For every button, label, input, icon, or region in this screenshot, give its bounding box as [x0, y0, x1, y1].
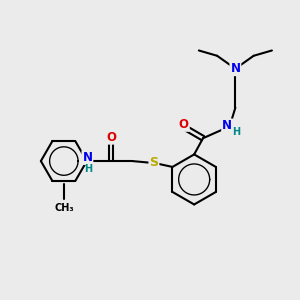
- Text: O: O: [106, 131, 116, 144]
- Text: O: O: [179, 118, 189, 131]
- Text: N: N: [222, 119, 232, 132]
- Text: H: H: [84, 164, 92, 174]
- Text: N: N: [230, 62, 240, 75]
- Text: CH₃: CH₃: [54, 203, 74, 213]
- Text: N: N: [82, 151, 92, 164]
- Text: S: S: [149, 156, 158, 169]
- Text: H: H: [232, 127, 241, 137]
